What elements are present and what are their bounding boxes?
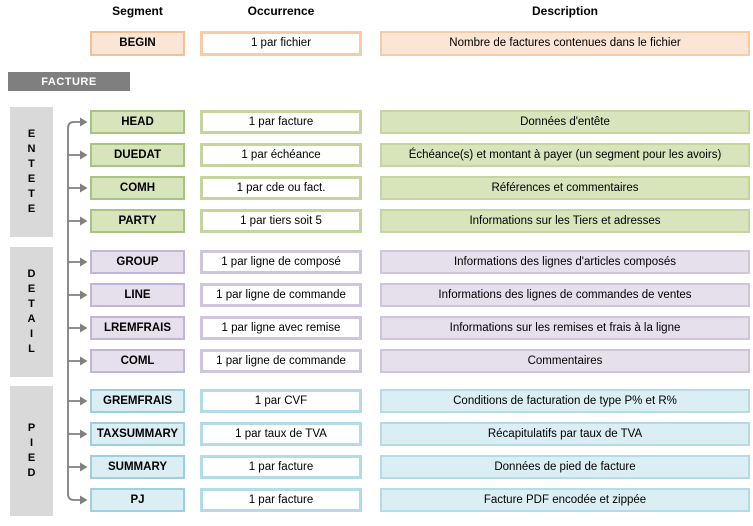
table-row: PARTY 1 par tiers soit 5 Informations su… <box>0 209 753 233</box>
occurrence-box: 1 par taux de TVA <box>200 422 362 446</box>
description-box: Données de pied de facture <box>380 455 750 479</box>
table-row: TAXSUMMARY 1 par taux de TVA Récapitulat… <box>0 422 753 446</box>
segment-box: COMH <box>90 176 185 200</box>
occurrence-box: 1 par ligne de commande <box>200 349 362 373</box>
occurrence-box: 1 par fichier <box>200 31 362 56</box>
segment-box: PJ <box>90 488 185 512</box>
table-row: SUMMARY 1 par facture Données de pied de… <box>0 455 753 479</box>
group-label-detail: D E T A I L <box>27 268 36 355</box>
occurrence-box: 1 par facture <box>200 110 362 134</box>
table-row: HEAD 1 par facture Données d'entête <box>0 110 753 134</box>
occurrence-box: 1 par CVF <box>200 389 362 413</box>
segment-box: BEGIN <box>90 31 185 56</box>
segment-box: LREMFRAIS <box>90 316 185 340</box>
table-row: GROUP 1 par ligne de composé Information… <box>0 250 753 274</box>
segment-box: COML <box>90 349 185 373</box>
description-box: Conditions de facturation de type P% et … <box>380 389 750 413</box>
description-box: Informations des lignes d'articles compo… <box>380 250 750 274</box>
description-box: Informations sur les Tiers et adresses <box>380 209 750 233</box>
description-box: Informations sur les remises et frais à … <box>380 316 750 340</box>
table-row: PJ 1 par facture Facture PDF encodée et … <box>0 488 753 512</box>
description-box: Données d'entête <box>380 110 750 134</box>
table-row-begin: BEGIN 1 par fichier Nombre de factures c… <box>0 31 753 56</box>
occurrence-box: 1 par tiers soit 5 <box>200 209 362 233</box>
description-box: Informations des lignes de commandes de … <box>380 283 750 307</box>
segment-box: TAXSUMMARY <box>90 422 185 446</box>
occurrence-box: 1 par ligne de composé <box>200 250 362 274</box>
group-sidebar-pied: P I E D <box>10 386 53 516</box>
segment-box: GROUP <box>90 250 185 274</box>
description-box: Commentaires <box>380 349 750 373</box>
table-row: LINE 1 par ligne de commande Information… <box>0 283 753 307</box>
description-box: Nombre de factures contenues dans le fic… <box>380 31 750 56</box>
group-sidebar-entete: E N T E T E <box>10 107 53 237</box>
table-row: COMH 1 par cde ou fact. Références et co… <box>0 176 753 200</box>
segment-box: PARTY <box>90 209 185 233</box>
column-header-occurrence: Occurrence <box>247 4 315 18</box>
occurrence-box: 1 par ligne de commande <box>200 283 362 307</box>
segment-box: DUEDAT <box>90 143 185 167</box>
branch-lines <box>68 154 80 468</box>
occurrence-box: 1 par échéance <box>200 143 362 167</box>
group-label-pied: P I E D <box>27 422 36 479</box>
description-box: Références et commentaires <box>380 176 750 200</box>
segment-box: HEAD <box>90 110 185 134</box>
table-row: GREMFRAIS 1 par CVF Conditions de factur… <box>0 389 753 413</box>
segment-box: SUMMARY <box>90 455 185 479</box>
facture-header-bar: FACTURE <box>8 72 130 91</box>
table-row: LREMFRAIS 1 par ligne avec remise Inform… <box>0 316 753 340</box>
column-header-segment: Segment <box>112 4 163 18</box>
description-box: Récapitulatifs par taux de TVA <box>380 422 750 446</box>
table-row: COML 1 par ligne de commande Commentaire… <box>0 349 753 373</box>
column-header-description: Description <box>531 4 598 18</box>
table-row: DUEDAT 1 par échéance Échéance(s) et mon… <box>0 143 753 167</box>
segment-box: GREMFRAIS <box>90 389 185 413</box>
segment-box: LINE <box>90 283 185 307</box>
occurrence-box: 1 par ligne avec remise <box>200 316 362 340</box>
occurrence-box: 1 par facture <box>200 455 362 479</box>
description-box: Échéance(s) et montant à payer (un segme… <box>380 143 750 167</box>
occurrence-box: 1 par cde ou fact. <box>200 176 362 200</box>
group-sidebar-detail: D E T A I L <box>10 247 53 377</box>
description-box: Facture PDF encodée et zippée <box>380 488 750 512</box>
group-label-entete: E N T E T E <box>27 128 36 215</box>
occurrence-box: 1 par facture <box>200 488 362 512</box>
